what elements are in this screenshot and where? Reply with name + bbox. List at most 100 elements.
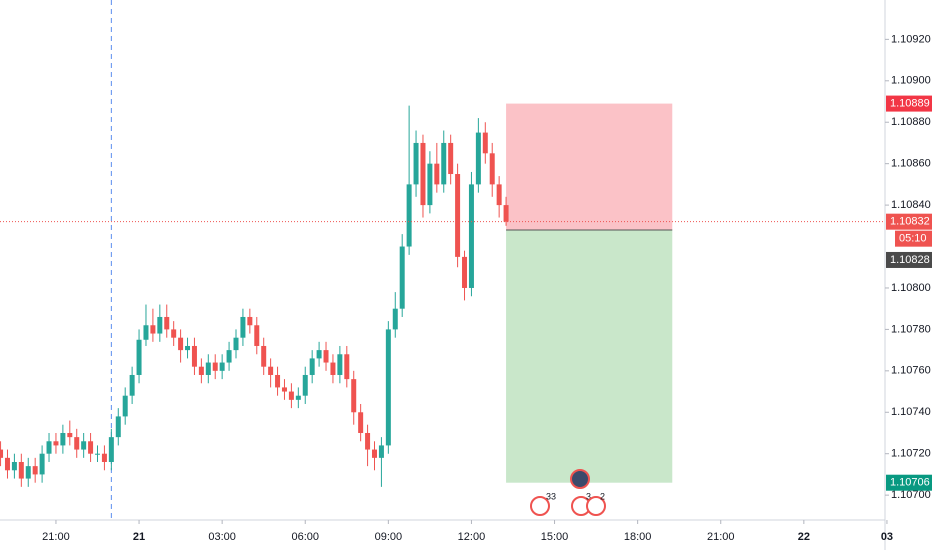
candle-body [219,362,225,371]
candle-body [164,316,170,330]
candle-body [18,461,24,479]
candle-body [88,441,94,454]
candle-body [378,445,384,458]
y-tick-label: 1.10780 [891,323,931,335]
candle-body [344,354,350,380]
x-tick-label: 03:00 [208,531,236,543]
candle-body [489,153,495,185]
y-tick-label: 1.10840 [891,199,931,211]
candle-body [496,184,502,206]
candle-body [302,374,308,396]
candle-body [191,345,197,367]
candle-body [32,466,38,475]
countdown: 05:10 [899,233,927,245]
candle-body [275,374,281,388]
y-tick-label: 1.10920 [891,33,931,45]
candle-body [129,374,135,396]
candle-body [358,412,364,433]
stop-label: 1.10889 [890,97,930,109]
candle-body [399,246,405,309]
candle-body [309,358,315,375]
candle-body [53,441,59,446]
candle-body [365,432,371,450]
y-tick-label: 1.10720 [891,448,931,460]
candle-body [406,184,412,247]
candle-body [351,379,357,413]
candle-body [462,256,468,288]
candle-body [108,437,114,462]
candle-body [482,132,488,154]
y-tick-label: 1.10700 [891,489,931,501]
candle-body [316,350,322,359]
x-tick-label: 12:00 [458,531,486,543]
x-tick-label: 21 [133,531,145,543]
y-tick-label: 1.10740 [891,406,931,418]
event-icon[interactable] [530,496,550,516]
target-label-bg [886,474,932,491]
candle-body [468,184,474,288]
candle-body [81,441,87,450]
candle-body [205,362,211,375]
candle-body [295,395,301,400]
entry-label-bg [886,251,932,268]
candle-body [0,449,4,458]
candle-body [288,391,294,400]
candle-body [323,350,329,363]
x-tick-label: 21:00 [42,531,70,543]
candle-body [143,325,149,340]
candle-body [247,316,253,326]
last-price-label-bg [886,213,932,230]
candle-body [441,142,447,185]
candle-body [475,132,481,185]
candle-body [337,354,343,375]
candle-body [240,316,246,338]
candle-body [4,457,10,471]
event-icon[interactable] [586,496,606,516]
candle-body [448,142,454,175]
candle-body [420,142,426,206]
candle-body [503,205,509,222]
event-count: 2 [600,491,605,501]
target-label: 1.10706 [890,477,930,489]
candle-body [157,316,163,334]
candle-body [427,163,433,206]
stop-label-bg [886,95,932,112]
x-tick-label: 15:00 [541,531,569,543]
x-tick-label: 22 [798,531,810,543]
candle-body [178,337,184,351]
candle-body [385,329,391,446]
candle-body [392,308,398,330]
candle-body [122,395,128,417]
candle-body [39,453,45,475]
x-tick-label: 09:00 [375,531,403,543]
candle-body [67,432,73,438]
candle-body [150,325,156,334]
candle-body [95,453,101,455]
candle-body [25,466,31,479]
stop-zone [506,103,673,230]
candle-body [11,461,17,471]
candle-body [261,345,267,367]
candle-body [171,329,177,338]
x-tick-label: 06:00 [291,531,319,543]
candle-body [371,449,377,458]
candle-body [268,366,274,375]
candle-body [226,350,232,363]
x-tick-label: 21:00 [707,531,735,543]
candle-body [413,142,419,185]
candle-body [212,362,218,371]
candle-body [46,441,52,454]
candle-body [115,416,121,438]
y-tick-label: 1.10900 [891,75,931,87]
candle-body [185,345,191,351]
candle-body [254,325,260,346]
candle-body [233,337,239,351]
countdown-bg [895,230,932,247]
event-icon[interactable] [570,469,590,489]
y-tick-label: 1.10860 [891,158,931,170]
candle-body [330,362,336,375]
candle-body [434,163,440,185]
entry-label: 1.10828 [890,254,930,266]
